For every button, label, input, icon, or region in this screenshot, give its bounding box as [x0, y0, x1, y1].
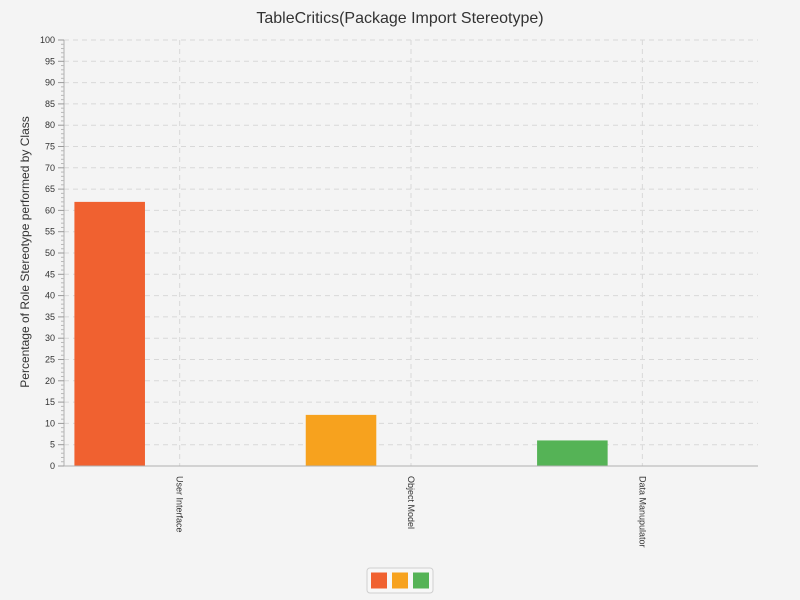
y-tick-label: 50 — [45, 248, 55, 258]
y-tick-label: 35 — [45, 312, 55, 322]
y-tick-label: 45 — [45, 269, 55, 279]
x-tick-label: Data Manupulator — [637, 476, 647, 548]
y-tick-label: 100 — [40, 35, 55, 45]
x-tick-label: User Interface — [175, 476, 185, 533]
y-tick-label: 60 — [45, 205, 55, 215]
grid — [64, 39, 758, 466]
bars — [74, 201, 608, 466]
y-tick-label: 80 — [45, 120, 55, 130]
y-tick-label: 30 — [45, 333, 55, 343]
y-tick-label: 25 — [45, 355, 55, 365]
y-tick-label: 90 — [45, 78, 55, 88]
bar-user-interface — [74, 201, 145, 466]
legend-swatch — [371, 572, 387, 589]
y-tick-label: 20 — [45, 376, 55, 386]
y-tick-label: 95 — [45, 56, 55, 66]
y-axis-label: Percentage of Role Stereotype performed … — [18, 116, 32, 387]
chart-title: TableCritics(Package Import Stereotype) — [256, 10, 543, 27]
y-tick-label: 10 — [45, 418, 55, 428]
x-tick-label: Object Model — [406, 476, 416, 529]
bar-data-manupulator — [537, 440, 608, 466]
y-tick-label: 70 — [45, 163, 55, 173]
y-tick-label: 55 — [45, 227, 55, 237]
y-tick-label: 5 — [50, 440, 55, 450]
y-tick-label: 40 — [45, 291, 55, 301]
y-tick-label: 15 — [45, 397, 55, 407]
x-axis-labels: User Interface Object Model Data Manupulat… — [175, 476, 648, 548]
y-axis-ticks: 0 5 10 15 20 25 30 35 40 45 50 55 60 65 70 75 80 85 90 95 10… — [40, 35, 64, 471]
legend-swatch — [392, 572, 408, 589]
y-tick-label: 85 — [45, 99, 55, 109]
legend — [366, 567, 434, 594]
bar-object-model — [305, 414, 377, 466]
y-tick-label: 75 — [45, 142, 55, 152]
y-tick-label: 0 — [50, 461, 55, 471]
legend-swatch — [413, 572, 429, 589]
y-tick-label: 65 — [45, 184, 55, 194]
